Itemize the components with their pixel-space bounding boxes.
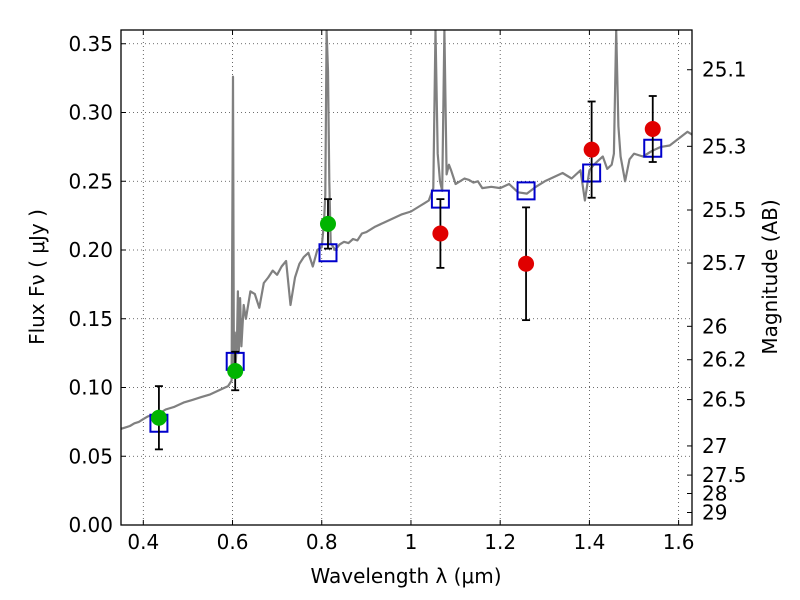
- magnitude-tick-label: 26: [702, 314, 727, 338]
- magnitude-tick-label: 25.7: [702, 251, 747, 275]
- x-tick-label: 0.6: [217, 530, 249, 554]
- magnitude-tick-label: 25.1: [702, 58, 747, 82]
- x-tick-label: 1: [405, 530, 418, 554]
- axes: 0.4 0.6 0.8 1 1.2 1.4 1.6 0.00 0.05 0.10 0.15 0.20 0…: [68, 29, 747, 554]
- x-tick-label: 1.4: [573, 530, 605, 554]
- magnitude-tick-label: 28: [702, 482, 727, 506]
- observed-point: [583, 141, 600, 158]
- x-tick-label: 0.8: [306, 530, 338, 554]
- y-tick-label: 0.00: [68, 513, 113, 537]
- magnitude-tick-label: 26.2: [702, 348, 747, 372]
- plot-data: [121, 30, 692, 451]
- observed-point: [150, 409, 167, 426]
- y-axis-label: Flux Fν ( μJy ): [25, 209, 49, 345]
- sed-line: [121, 30, 692, 430]
- y-tick-label: 0.20: [68, 238, 113, 262]
- magnitude-tick-label: 27.5: [702, 463, 747, 487]
- magnitude-tick-label: 29: [702, 500, 727, 524]
- observed-point: [644, 121, 661, 137]
- magnitude-tick-label: 26.5: [702, 388, 747, 412]
- y-tick-label: 0.35: [68, 32, 113, 56]
- x-axis-label: Wavelength λ (μm): [310, 564, 501, 588]
- magnitude-tick-label: 27: [702, 434, 727, 458]
- observed-point: [518, 255, 535, 272]
- magnitude-tick-label: 25.3: [702, 134, 747, 158]
- gridlines: [121, 30, 692, 526]
- model-photometry-square: [516, 181, 536, 201]
- observed-point: [319, 215, 336, 232]
- y2-axis-label: Magnitude (AB): [758, 199, 782, 354]
- magnitude-tick-label: 25.5: [702, 198, 747, 222]
- x-tick-label: 0.4: [127, 530, 159, 554]
- x-tick-label: 1.2: [484, 530, 516, 554]
- plot-frame: [120, 29, 693, 526]
- y-tick-label: 0.30: [68, 101, 113, 125]
- observed-point: [227, 363, 244, 379]
- y-tick-label: 0.10: [68, 376, 113, 400]
- observed-point: [432, 225, 449, 242]
- y-tick-label: 0.15: [68, 307, 113, 331]
- x-tick-label: 1.6: [663, 530, 695, 554]
- y-tick-label: 0.05: [68, 444, 113, 468]
- y-tick-label: 0.25: [68, 169, 113, 193]
